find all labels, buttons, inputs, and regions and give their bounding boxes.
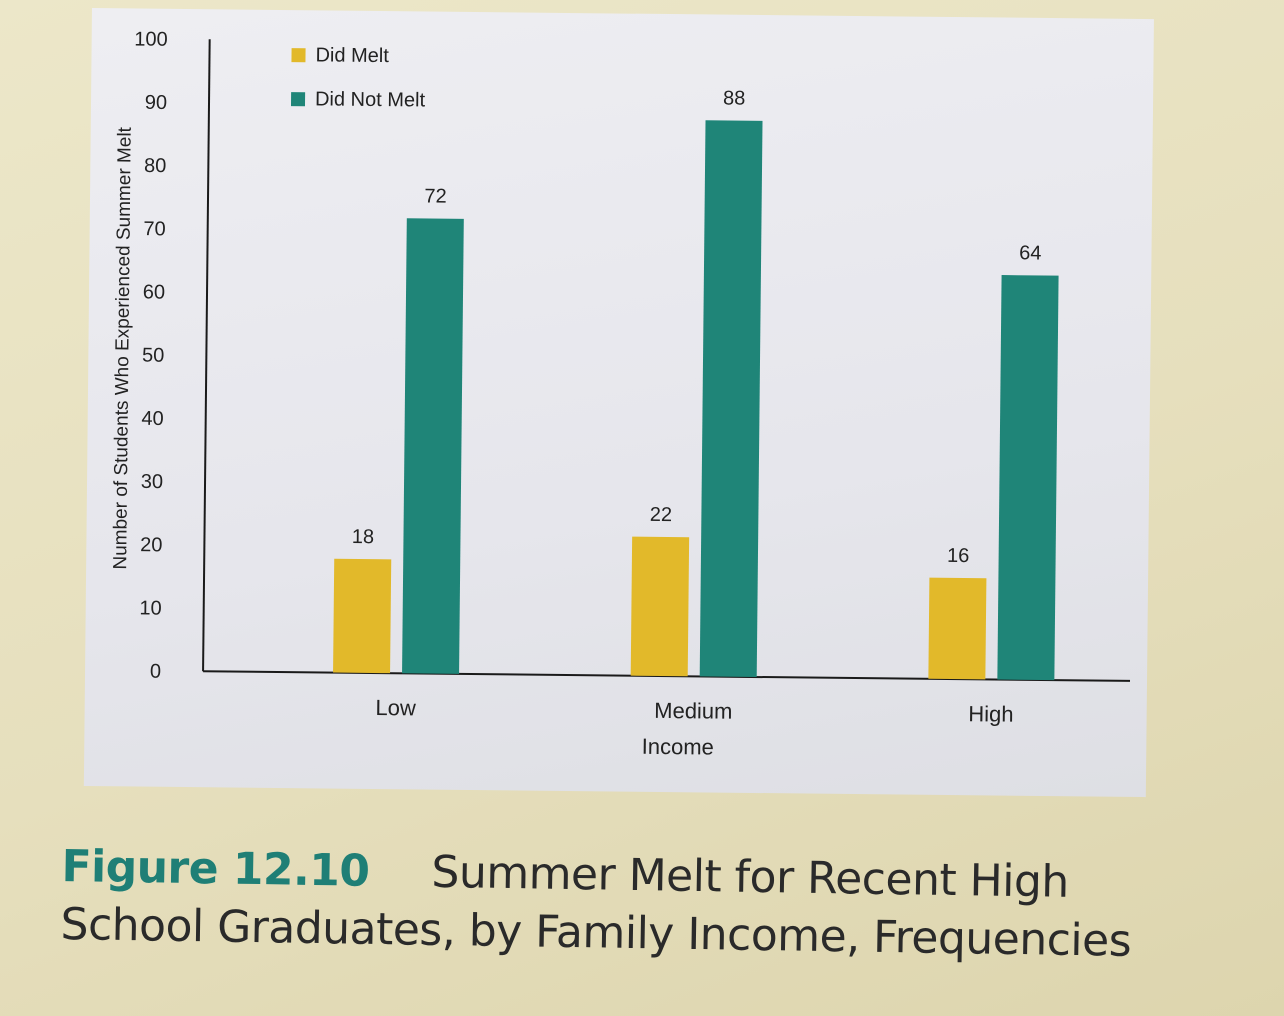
bar-did-not-melt-high xyxy=(997,275,1059,681)
y-axis-label: Number of Students Who Experienced Summe… xyxy=(110,126,136,569)
x-axis-label: Income xyxy=(642,734,714,760)
y-tick-label: 50 xyxy=(142,345,164,367)
data-label: 64 xyxy=(1019,242,1041,264)
data-label: 22 xyxy=(650,504,672,526)
y-tick-label: 100 xyxy=(134,28,168,50)
bar-did-melt-medium xyxy=(630,536,690,677)
caption-title-line1: Summer Melt for Recent High xyxy=(431,846,1070,908)
y-tick-label: 20 xyxy=(140,534,162,556)
y-tick-label: 0 xyxy=(150,661,161,683)
legend-swatch xyxy=(290,92,306,107)
y-axis-line xyxy=(202,39,211,672)
bar-did-melt-low xyxy=(333,558,392,674)
figure-number: Figure 12.10 xyxy=(61,840,370,897)
legend-entry: Did Melt xyxy=(315,44,389,67)
y-tick-label: 40 xyxy=(141,408,163,430)
y-tick-label: 60 xyxy=(143,281,165,303)
y-tick-label: 90 xyxy=(145,92,167,114)
y-tick-label: 30 xyxy=(141,471,163,493)
y-tick-label: 80 xyxy=(144,155,166,177)
x-tick-label: Medium xyxy=(654,698,733,724)
x-tick-label: High xyxy=(968,701,1014,726)
figure-caption: Figure 12.10 Summer Melt for Recent High … xyxy=(60,838,1262,973)
chart-panel: 0 10 20 30 40 50 60 70 80 90 100 Number of Students… xyxy=(83,8,1154,798)
data-label: 72 xyxy=(424,185,446,207)
legend-entry: Did Not Melt xyxy=(315,88,426,111)
legend-swatch xyxy=(291,48,306,63)
data-label: 16 xyxy=(947,545,969,567)
y-tick-label: 10 xyxy=(139,597,161,619)
bar-did-not-melt-medium xyxy=(699,120,763,677)
x-tick-label: Low xyxy=(375,695,416,720)
y-tick-label: 70 xyxy=(143,218,165,240)
data-label: 18 xyxy=(352,526,374,548)
data-label: 88 xyxy=(723,87,745,109)
bar-chart: 0 10 20 30 40 50 60 70 80 90 100 Number of Students… xyxy=(110,28,1131,760)
bar-did-melt-high xyxy=(928,577,987,680)
bar-did-not-melt-low xyxy=(402,218,464,674)
